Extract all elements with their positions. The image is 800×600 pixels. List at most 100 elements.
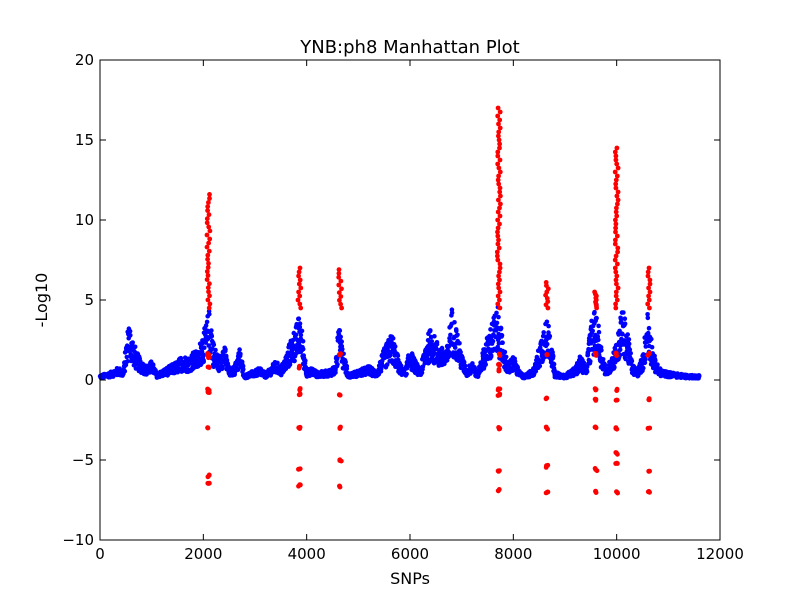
- x-tick-label: 2000: [184, 545, 222, 563]
- red-snp-point: [205, 390, 211, 395]
- red-snp-point: [495, 301, 501, 307]
- blue-snp-point: [201, 353, 206, 358]
- red-snp-point: [496, 133, 501, 139]
- red-snp-point: [614, 233, 620, 239]
- red-snp-point: [646, 285, 651, 291]
- red-snp-point: [615, 461, 620, 466]
- red-snp-point: [613, 157, 619, 163]
- blue-snp-point: [653, 358, 658, 363]
- blue-snp-point: [629, 358, 635, 364]
- red-snp-point: [543, 396, 549, 402]
- blue-snp-point: [592, 309, 597, 315]
- blue-snp-point: [340, 347, 345, 352]
- red-snp-point: [646, 293, 651, 299]
- blue-snp-point: [496, 314, 501, 320]
- blue-snp-point: [621, 310, 626, 315]
- red-snp-point: [613, 229, 618, 235]
- red-snp-point: [206, 240, 212, 246]
- blue-snp-point: [655, 362, 660, 367]
- blue-snp-point: [432, 334, 437, 339]
- blue-snp-point: [494, 310, 499, 316]
- red-snp-point: [613, 217, 618, 223]
- red-snp-point: [645, 425, 651, 431]
- blue-snp-point: [490, 338, 496, 344]
- red-snp-point: [613, 289, 619, 295]
- blue-snp-point: [223, 348, 228, 354]
- red-snp-point: [204, 232, 210, 238]
- red-snp-point: [206, 305, 212, 311]
- red-snp-point: [495, 209, 501, 215]
- red-snp-point: [298, 305, 304, 311]
- red-snp-point: [339, 286, 344, 292]
- blue-snp-point: [626, 337, 632, 342]
- blue-snp-point: [502, 349, 508, 355]
- red-snp-point: [615, 197, 621, 203]
- blue-snp-point: [427, 328, 433, 334]
- red-snp-point: [206, 289, 211, 295]
- red-snp-point: [646, 468, 652, 474]
- red-snp-point: [338, 294, 344, 299]
- blue-snp-point: [512, 359, 518, 364]
- red-snp-point: [614, 297, 620, 303]
- blue-snp-point: [404, 371, 409, 377]
- red-snp-point: [543, 280, 549, 285]
- red-snp-point: [615, 165, 621, 171]
- blue-snp-point: [178, 355, 184, 361]
- red-snp-point: [612, 265, 618, 271]
- blue-snp-point: [448, 332, 453, 338]
- blue-snp-point: [213, 347, 218, 353]
- red-snp-point: [207, 480, 212, 486]
- red-snp-point: [337, 425, 343, 431]
- red-snp-point: [338, 301, 343, 307]
- red-snp-point: [497, 125, 503, 131]
- red-snp-point: [204, 269, 210, 274]
- red-snp-point: [296, 273, 301, 279]
- red-snp-point: [297, 482, 303, 487]
- red-snp-point: [497, 157, 503, 163]
- data-points: [97, 105, 702, 496]
- red-snp-point: [206, 472, 212, 478]
- blue-snp-point: [338, 334, 344, 340]
- red-snp-point: [296, 269, 302, 275]
- blue-snp-point: [641, 365, 646, 371]
- blue-snp-point: [300, 339, 306, 344]
- blue-snp-point: [378, 369, 384, 374]
- blue-snp-point: [483, 362, 489, 367]
- red-snp-point: [647, 305, 652, 311]
- red-snp-point: [337, 352, 342, 357]
- blue-snp-point: [395, 353, 401, 359]
- blue-snp-point: [125, 359, 130, 364]
- blue-snp-point: [434, 341, 440, 347]
- red-snp-point: [495, 229, 500, 235]
- red-snp-point: [495, 281, 501, 287]
- red-snp-point: [497, 265, 503, 271]
- red-snp-point: [297, 293, 303, 299]
- red-snp-point: [613, 153, 619, 159]
- red-snp-point: [495, 241, 501, 247]
- red-snp-point: [297, 466, 303, 472]
- red-snp-point: [613, 293, 619, 299]
- blue-snp-point: [337, 328, 343, 333]
- red-snp-point: [337, 297, 342, 303]
- red-snp-point: [615, 249, 620, 255]
- red-snp-point: [612, 241, 618, 247]
- blue-snp-point: [238, 351, 243, 357]
- red-snp-point: [206, 212, 212, 218]
- red-snp-point: [613, 277, 619, 283]
- red-snp-point: [615, 285, 621, 291]
- red-snp-point: [206, 224, 212, 230]
- red-snp-point: [498, 201, 503, 207]
- red-snp-point: [206, 261, 211, 266]
- red-snp-point: [545, 489, 550, 495]
- red-snp-point: [496, 137, 502, 143]
- y-tick-label: 10: [75, 211, 94, 229]
- y-tick-label: −10: [62, 531, 94, 549]
- red-snp-point: [207, 196, 212, 201]
- red-snp-point: [495, 177, 501, 183]
- red-snp-point: [614, 193, 620, 199]
- blue-snp-point: [602, 361, 607, 367]
- blue-snp-point: [696, 374, 702, 379]
- blue-snp-point: [493, 334, 498, 340]
- red-snp-point: [206, 200, 211, 205]
